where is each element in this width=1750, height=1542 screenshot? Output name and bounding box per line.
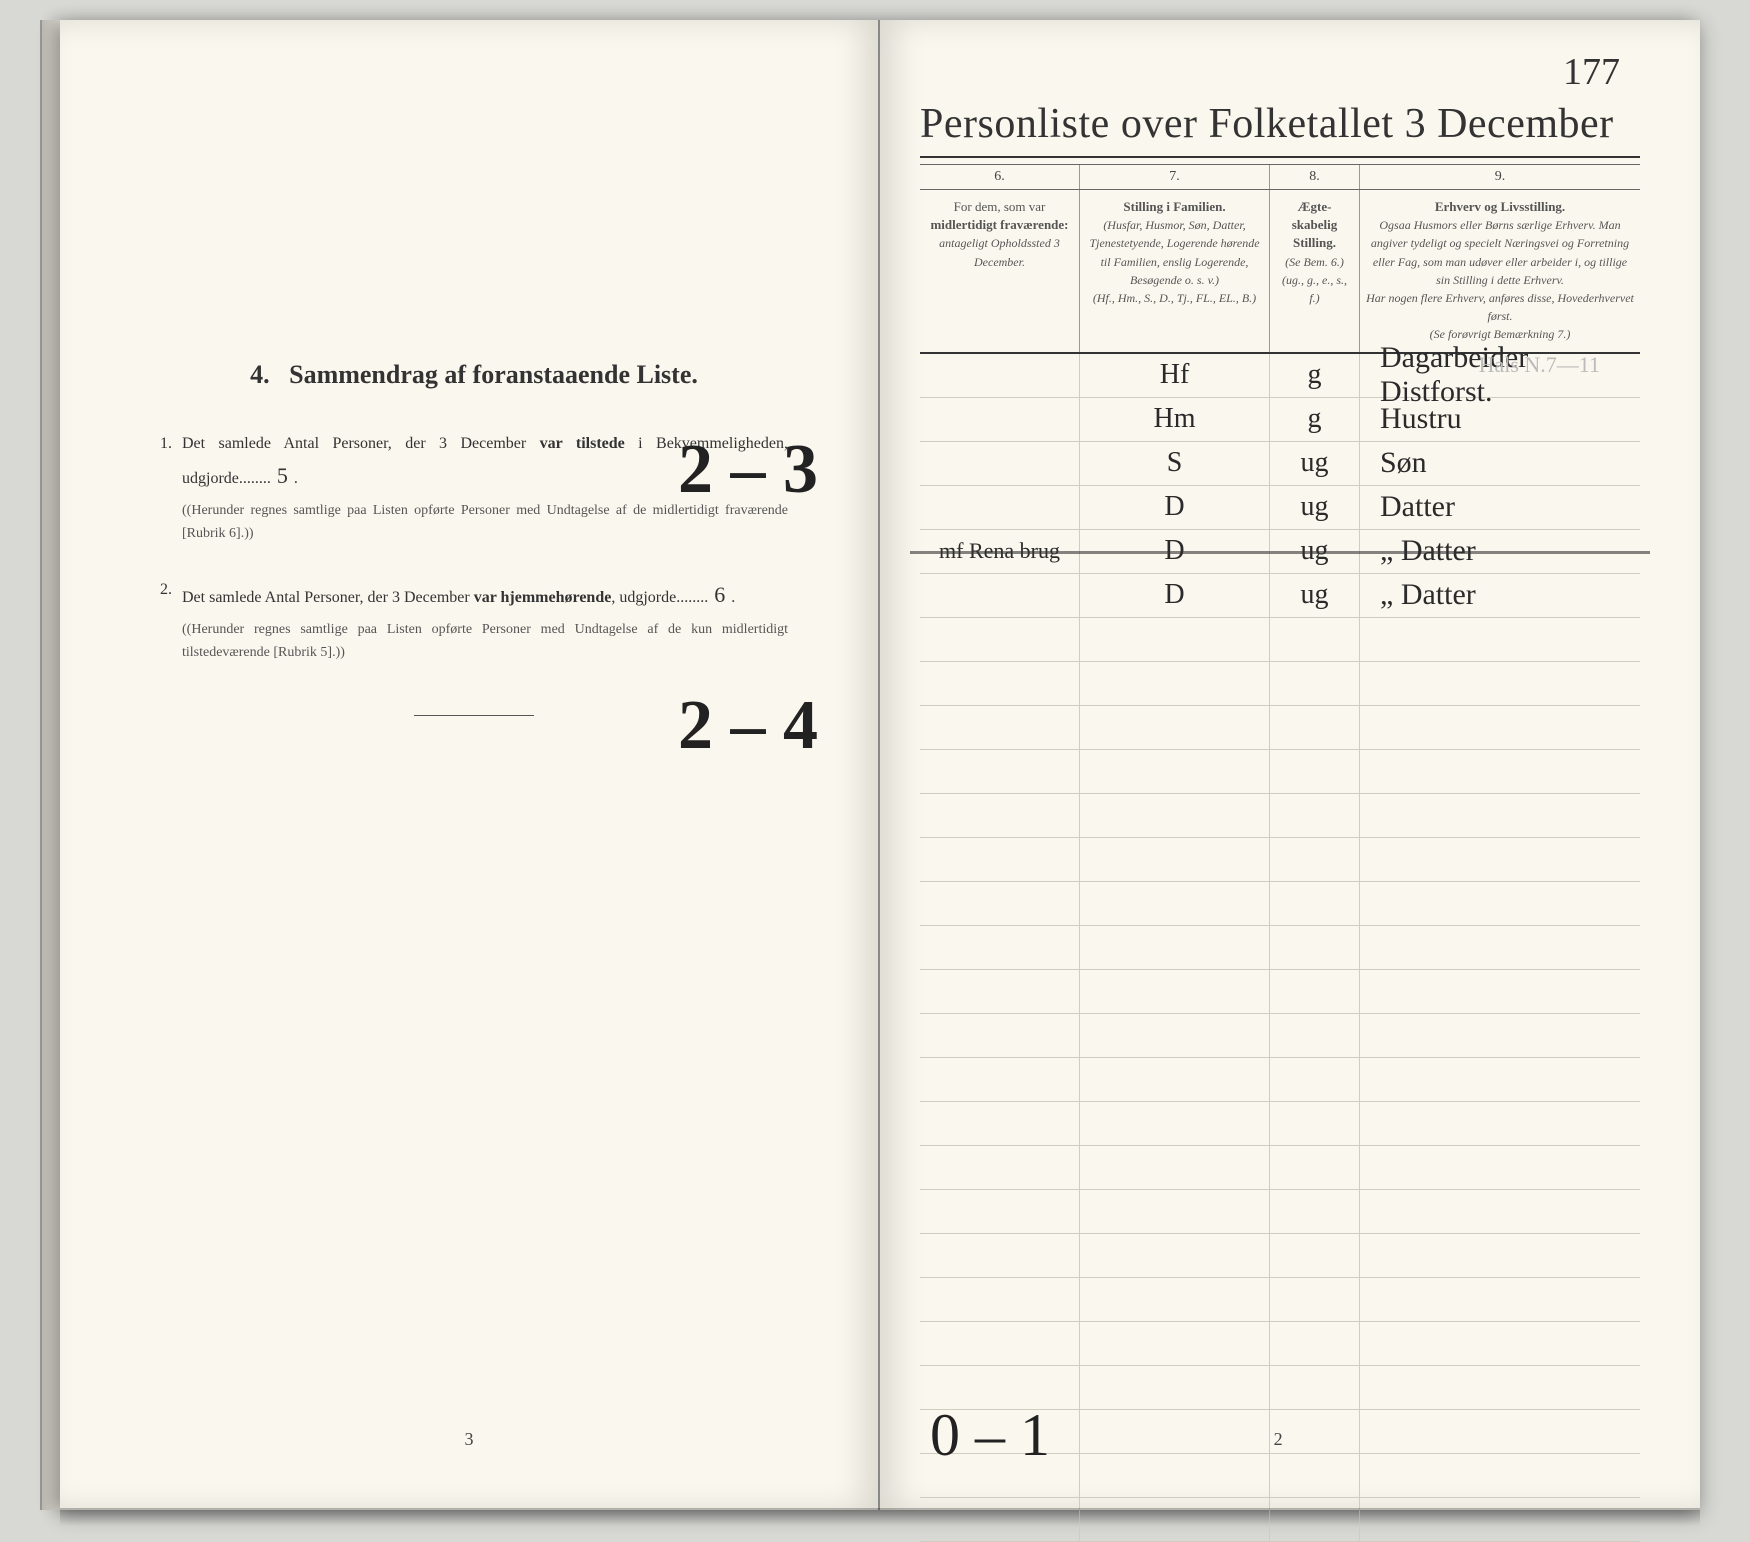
table-row-empty (920, 1146, 1640, 1190)
title-rule (920, 156, 1640, 158)
section-number: 4. (250, 360, 270, 389)
col-header-7: Stilling i Familien. (Husfar, Husmor, Sø… (1080, 190, 1270, 352)
census-table-body: Hals N.7—11 HfgDagarbeider Distforst.Hmg… (920, 354, 1640, 1542)
column-number-row: 6. 7. 8. 9. (920, 164, 1640, 190)
handwritten-annotation-2: 2 – 4 (678, 666, 818, 785)
table-row: SugSøn (920, 442, 1640, 486)
filled-value-1: 5 (271, 463, 294, 488)
table-row: Dug„ Datter (920, 574, 1640, 618)
handwritten-foot: 0 – 1 (930, 1401, 1050, 1470)
summary-item-1: 1. Det samlede Antal Personer, der 3 Dec… (160, 430, 788, 546)
table-row-empty (920, 1014, 1640, 1058)
page-number: 177 (1563, 50, 1620, 94)
table-row-empty (920, 1234, 1640, 1278)
filled-value-2: 6 (708, 582, 731, 607)
table-cell-c9: „ Datter (1360, 530, 1640, 573)
table-cell-c8: g (1270, 354, 1360, 397)
table-row: mf Rena brugDug„ Datter (920, 530, 1640, 574)
col-header-8: Ægte-skabelig Stilling. (Se Bem. 6.) (ug… (1270, 190, 1360, 352)
summary-item-2: 2. Det samlede Antal Personer, der 3 Dec… (160, 576, 788, 665)
divider (414, 715, 534, 716)
table-row-empty (920, 1190, 1640, 1234)
table-cell-c9: Hustru (1360, 398, 1640, 441)
table-row-empty (920, 1322, 1640, 1366)
col-num-7: 7. (1080, 165, 1270, 189)
book-spread: 4. Sammendrag af foranstaaende Liste. 1.… (60, 20, 1700, 1510)
table-row: DugDatter (920, 486, 1640, 530)
section-title: 4. Sammendrag af foranstaaende Liste. (160, 360, 788, 390)
table-row-empty (920, 882, 1640, 926)
table-cell-c6: mf Rena brug (920, 530, 1080, 573)
table-cell-c6 (920, 398, 1080, 441)
handwritten-annotation-1: 2 – 3 (678, 410, 818, 529)
col-header-6: For dem, som var midlertidigt fraværende… (920, 190, 1080, 352)
table-row-empty (920, 1278, 1640, 1322)
table-cell-c7: Hm (1080, 398, 1270, 441)
table-row-empty (920, 750, 1640, 794)
page-title: Personliste over Folketallet 3 December (920, 100, 1640, 148)
summary-section: 4. Sammendrag af foranstaaende Liste. 1.… (120, 360, 828, 716)
left-page: 4. Sammendrag af foranstaaende Liste. 1.… (60, 20, 880, 1510)
table-row-empty (920, 1058, 1640, 1102)
table-cell-c6 (920, 442, 1080, 485)
table-cell-c7: D (1080, 574, 1270, 617)
summary-note-2: ((Herunder regnes samtlige paa Listen op… (182, 618, 788, 666)
col-num-8: 8. (1270, 165, 1360, 189)
table-row: HmgHustru (920, 398, 1640, 442)
table-cell-c8: g (1270, 398, 1360, 441)
table-cell-c8: ug (1270, 442, 1360, 485)
table-cell-c6 (920, 354, 1080, 397)
table-row-empty (920, 926, 1640, 970)
table-row-empty (920, 838, 1640, 882)
table-cell-c9: Datter (1360, 486, 1640, 529)
section-heading: Sammendrag af foranstaaende Liste. (289, 360, 698, 389)
table-cell-c7: D (1080, 486, 1270, 529)
table-cell-c8: ug (1270, 486, 1360, 529)
table-cell-c6 (920, 574, 1080, 617)
right-page: 177 Personliste over Folketallet 3 Decem… (880, 20, 1700, 1510)
column-header-row: For dem, som var midlertidigt fraværende… (920, 190, 1640, 354)
col-header-9: Erhverv og Livsstilling. Ogsaa Husmors e… (1360, 190, 1640, 352)
table-row-empty (920, 706, 1640, 750)
table-cell-c8: ug (1270, 530, 1360, 573)
col-num-9: 9. (1360, 165, 1640, 189)
table-cell-c7: S (1080, 442, 1270, 485)
faint-annotation: Hals N.7—11 (1479, 352, 1600, 378)
page-foot-left: 3 (465, 1429, 474, 1450)
table-row-empty (920, 618, 1640, 662)
table-row-empty (920, 1102, 1640, 1146)
table-cell-c7: D (1080, 530, 1270, 573)
table-row-empty (920, 970, 1640, 1014)
page-foot-right: 2 (1274, 1429, 1283, 1450)
table-cell-c7: Hf (1080, 354, 1270, 397)
col-num-6: 6. (920, 165, 1080, 189)
table-cell-c8: ug (1270, 574, 1360, 617)
table-row-empty (920, 662, 1640, 706)
table-cell-c9: „ Datter (1360, 574, 1640, 617)
table-row-empty (920, 794, 1640, 838)
table-cell-c9: Søn (1360, 442, 1640, 485)
table-cell-c6 (920, 486, 1080, 529)
